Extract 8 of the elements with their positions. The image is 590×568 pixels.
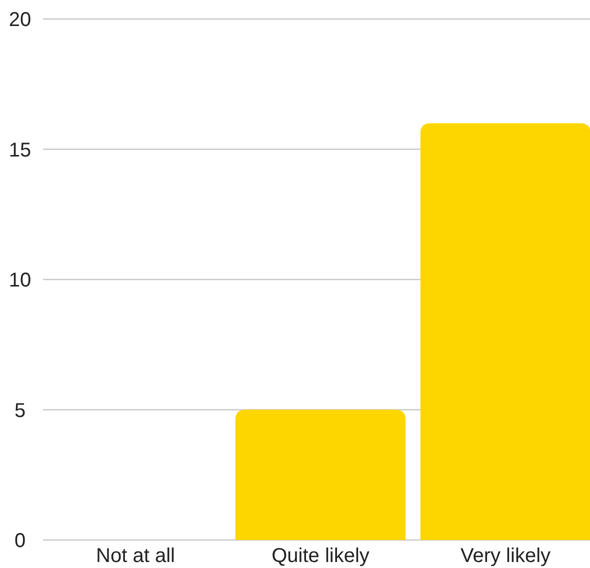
x-tick-label: Quite likely bbox=[272, 545, 370, 567]
y-tick-label: 20 bbox=[8, 9, 32, 31]
y-tick-label: 5 bbox=[14, 400, 26, 422]
y-tick-label: 15 bbox=[8, 139, 32, 162]
y-tick-label: 0 bbox=[14, 530, 26, 552]
x-tick-label: Not at all bbox=[96, 545, 175, 567]
y-tick-label: 10 bbox=[8, 270, 32, 292]
x-tick-label: Very likely bbox=[460, 545, 551, 567]
